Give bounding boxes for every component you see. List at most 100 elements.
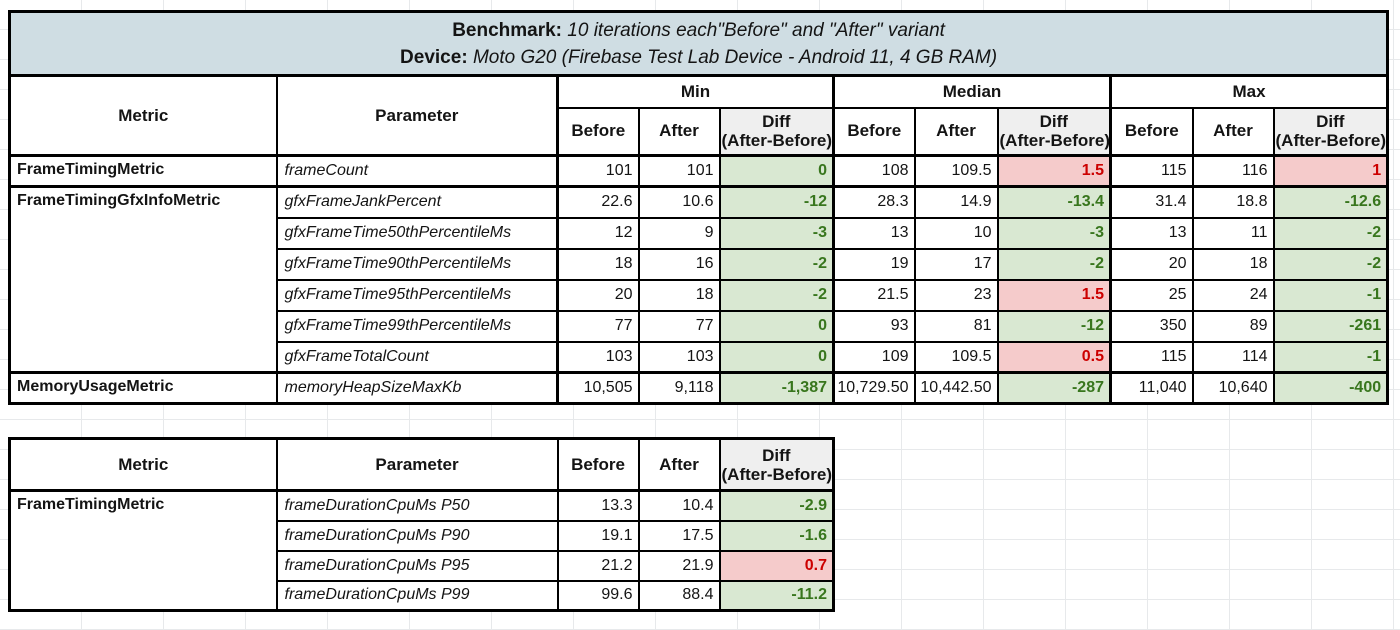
max-before-cell[interactable]: 115	[1109, 154, 1194, 188]
min-after-cell[interactable]: 10.6	[637, 185, 721, 219]
median-group-header[interactable]: Median	[832, 74, 1112, 109]
min-after-header[interactable]: After	[637, 106, 721, 157]
max-after-cell[interactable]: 24	[1191, 278, 1275, 312]
min-diff-cell[interactable]: -3	[718, 216, 835, 250]
max-before-cell[interactable]: 115	[1109, 340, 1194, 374]
diff-cell[interactable]: -1.6	[718, 519, 835, 552]
max-diff-cell[interactable]: -12.6	[1272, 185, 1389, 219]
after-header[interactable]: After	[637, 437, 721, 492]
median-after-cell[interactable]: 81	[913, 309, 999, 343]
median-before-cell[interactable]: 93	[832, 309, 916, 343]
parameter-cell[interactable]: gfxFrameTotalCount	[275, 340, 559, 374]
max-before-cell[interactable]: 11,040	[1109, 371, 1194, 405]
median-before-header[interactable]: Before	[832, 106, 916, 157]
min-before-cell[interactable]: 22.6	[556, 185, 640, 219]
parameter-cell[interactable]: frameDurationCpuMs P99	[275, 579, 559, 612]
median-after-cell[interactable]: 14.9	[913, 185, 999, 219]
max-after-cell[interactable]: 10,640	[1191, 371, 1275, 405]
parameter-cell[interactable]: gfxFrameTime50thPercentileMs	[275, 216, 559, 250]
parameter-cell[interactable]: gfxFrameTime99thPercentileMs	[275, 309, 559, 343]
before-cell[interactable]: 19.1	[556, 519, 640, 552]
min-diff-cell[interactable]: 0	[718, 154, 835, 188]
metric-cell[interactable]: FrameTimingMetric	[8, 154, 278, 188]
min-diff-cell[interactable]: 0	[718, 340, 835, 374]
max-diff-cell[interactable]: 1	[1272, 154, 1389, 188]
parameter-cell[interactable]: frameCount	[275, 154, 559, 188]
max-diff-cell[interactable]: -1	[1272, 340, 1389, 374]
min-after-cell[interactable]: 103	[637, 340, 721, 374]
after-cell[interactable]: 10.4	[637, 489, 721, 522]
median-after-cell[interactable]: 23	[913, 278, 999, 312]
median-before-cell[interactable]: 28.3	[832, 185, 916, 219]
min-after-cell[interactable]: 9	[637, 216, 721, 250]
max-before-cell[interactable]: 20	[1109, 247, 1194, 281]
metric-cell[interactable]: FrameTimingGfxInfoMetric	[8, 185, 278, 374]
max-after-cell[interactable]: 11	[1191, 216, 1275, 250]
max-before-cell[interactable]: 350	[1109, 309, 1194, 343]
median-diff-cell[interactable]: 1.5	[996, 154, 1112, 188]
median-after-cell[interactable]: 17	[913, 247, 999, 281]
max-after-cell[interactable]: 18.8	[1191, 185, 1275, 219]
median-after-cell[interactable]: 109.5	[913, 340, 999, 374]
parameter-cell[interactable]: gfxFrameTime95thPercentileMs	[275, 278, 559, 312]
median-after-header[interactable]: After	[913, 106, 999, 157]
parameter-column-header[interactable]: Parameter	[275, 437, 559, 492]
min-diff-cell[interactable]: -2	[718, 278, 835, 312]
diff-cell[interactable]: -11.2	[718, 579, 835, 612]
max-before-cell[interactable]: 25	[1109, 278, 1194, 312]
max-before-cell[interactable]: 31.4	[1109, 185, 1194, 219]
max-diff-cell[interactable]: -1	[1272, 278, 1389, 312]
min-before-cell[interactable]: 20	[556, 278, 640, 312]
parameter-cell[interactable]: frameDurationCpuMs P90	[275, 519, 559, 552]
min-before-cell[interactable]: 12	[556, 216, 640, 250]
min-before-cell[interactable]: 10,505	[556, 371, 640, 405]
max-diff-cell[interactable]: -400	[1272, 371, 1389, 405]
max-diff-cell[interactable]: -2	[1272, 247, 1389, 281]
median-before-cell[interactable]: 21.5	[832, 278, 916, 312]
median-diff-cell[interactable]: -287	[996, 371, 1112, 405]
max-before-cell[interactable]: 13	[1109, 216, 1194, 250]
median-diff-cell[interactable]: -3	[996, 216, 1112, 250]
max-after-cell[interactable]: 114	[1191, 340, 1275, 374]
before-cell[interactable]: 21.2	[556, 549, 640, 582]
max-diff-cell[interactable]: -2	[1272, 216, 1389, 250]
median-after-cell[interactable]: 10,442.50	[913, 371, 999, 405]
min-diff-cell[interactable]: -1,387	[718, 371, 835, 405]
parameter-column-header[interactable]: Parameter	[275, 74, 559, 157]
median-diff-header[interactable]: Diff (After-Before)	[996, 106, 1112, 157]
max-after-cell[interactable]: 18	[1191, 247, 1275, 281]
parameter-cell[interactable]: frameDurationCpuMs P95	[275, 549, 559, 582]
metric-cell[interactable]: MemoryUsageMetric	[8, 371, 278, 405]
median-after-cell[interactable]: 109.5	[913, 154, 999, 188]
min-diff-cell[interactable]: -12	[718, 185, 835, 219]
before-cell[interactable]: 13.3	[556, 489, 640, 522]
min-after-cell[interactable]: 18	[637, 278, 721, 312]
max-after-cell[interactable]: 116	[1191, 154, 1275, 188]
diff-cell[interactable]: 0.7	[718, 549, 835, 582]
min-before-cell[interactable]: 101	[556, 154, 640, 188]
median-before-cell[interactable]: 109	[832, 340, 916, 374]
before-header[interactable]: Before	[556, 437, 640, 492]
median-diff-cell[interactable]: -2	[996, 247, 1112, 281]
metric-cell[interactable]: FrameTimingMetric	[8, 489, 278, 612]
min-after-cell[interactable]: 77	[637, 309, 721, 343]
table-title[interactable]: Benchmark: 10 iterations each"Before" an…	[8, 10, 1389, 77]
min-after-cell[interactable]: 101	[637, 154, 721, 188]
median-before-cell[interactable]: 19	[832, 247, 916, 281]
median-before-cell[interactable]: 10,729.50	[832, 371, 916, 405]
min-after-cell[interactable]: 16	[637, 247, 721, 281]
min-before-header[interactable]: Before	[556, 106, 640, 157]
after-cell[interactable]: 88.4	[637, 579, 721, 612]
parameter-cell[interactable]: memoryHeapSizeMaxKb	[275, 371, 559, 405]
max-before-header[interactable]: Before	[1109, 106, 1194, 157]
min-diff-cell[interactable]: 0	[718, 309, 835, 343]
parameter-cell[interactable]: gfxFrameJankPercent	[275, 185, 559, 219]
diff-header[interactable]: Diff (After-Before)	[718, 437, 835, 492]
min-diff-cell[interactable]: -2	[718, 247, 835, 281]
metric-column-header[interactable]: Metric	[8, 74, 278, 157]
median-before-cell[interactable]: 13	[832, 216, 916, 250]
min-before-cell[interactable]: 77	[556, 309, 640, 343]
after-cell[interactable]: 21.9	[637, 549, 721, 582]
median-diff-cell[interactable]: 1.5	[996, 278, 1112, 312]
max-diff-cell[interactable]: -261	[1272, 309, 1389, 343]
